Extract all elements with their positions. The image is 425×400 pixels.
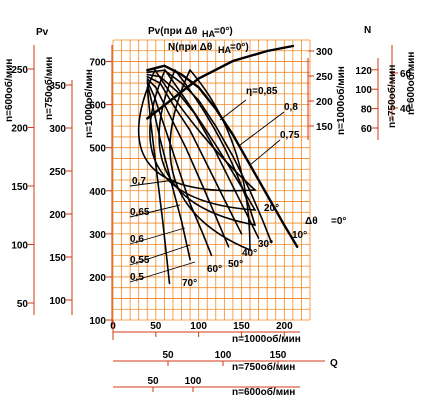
efficiency-leader-0 — [219, 99, 247, 121]
n-curve-subscript: НА — [218, 45, 231, 55]
x-label-n600: n=600об/мин — [232, 386, 295, 398]
n600-tick-label: 60 — [400, 69, 412, 80]
n1000-tick-label: 250 — [316, 72, 333, 83]
y-label-n750: n=750об/мин — [43, 57, 55, 120]
series-line-2 — [146, 73, 260, 239]
efficiency-label-6: 0,55 — [130, 255, 150, 266]
q-axis-title: Q — [330, 358, 338, 369]
series-line-7 — [146, 86, 171, 285]
q1000-tick-label: 50 — [150, 321, 162, 332]
pv1000-tick-label: 400 — [89, 187, 106, 198]
pv1000-tick-label: 300 — [89, 230, 106, 241]
efficiency-leader-5 — [129, 227, 186, 245]
pv750-tick-label: 200 — [49, 210, 66, 221]
y-right-n1000: n=1000об/мин — [335, 66, 347, 135]
pv1000-tick-label: 500 — [89, 144, 106, 155]
pv750-tick-label: 150 — [49, 253, 66, 264]
series-line-6 — [146, 82, 191, 261]
y-label-n1000: n=1000об/мин — [83, 69, 95, 138]
pv-curve-label: Pv(при Δθ — [148, 26, 197, 37]
efficiency-leader-3 — [129, 179, 176, 187]
pv750-tick-label: 350 — [49, 81, 66, 92]
y-right-n600: n=600об/мин — [405, 52, 417, 115]
n750-tick-label: 120 — [355, 66, 372, 77]
n1000-tick-label: 150 — [316, 122, 333, 133]
n750-tick-label: 60 — [361, 124, 373, 135]
q1000-tick-label: 200 — [276, 321, 293, 332]
pv600-tick-label: 50 — [17, 299, 29, 310]
x-label-n1000: n=1000об/мин — [232, 333, 301, 345]
performance-curves: 10° 20° 30°40°50° 60° 70° — [137, 44, 307, 289]
efficiency-loop-3 — [169, 69, 251, 252]
n-curve-label-tail: =0°) — [230, 42, 249, 53]
pv1000-tick-label: 600 — [89, 101, 106, 112]
pv-curve-subscript: НА — [202, 29, 215, 39]
pv1000-tick-label: 200 — [89, 273, 106, 284]
n-power-curve — [146, 44, 295, 120]
angle-label-10deg: 10° — [292, 230, 307, 241]
efficiency-label-5: 0,6 — [130, 234, 144, 245]
q750-tick-label: 50 — [162, 350, 174, 361]
pv1000-tick-label: 100 — [89, 316, 106, 327]
pv750-tick-label: 250 — [49, 167, 66, 178]
series-line-4 — [146, 78, 230, 248]
n600-tick-label: 40 — [400, 104, 412, 115]
efficiency-leader-2 — [249, 139, 281, 166]
y-right-n750: n=750об/мин — [386, 65, 398, 128]
efficiency-label-4: 0,65 — [130, 207, 150, 218]
n-curve-label: N(при Δθ — [168, 42, 212, 53]
angle-label-30deg: 30° — [258, 239, 273, 250]
q600-tick-label: 100 — [185, 376, 202, 387]
series-line-5 — [146, 80, 213, 257]
delta-angle-label: Δθ — [305, 216, 318, 227]
efficiency-leader-7 — [129, 261, 196, 283]
pv-axis-title: Pv — [36, 27, 49, 38]
n1000-tick-label: 300 — [316, 47, 333, 58]
angle-label-20deg: 20° — [264, 203, 279, 214]
pv600-tick-label: 100 — [11, 241, 28, 252]
pv1000-tick-label: 700 — [89, 58, 106, 69]
efficiency-label-1: 0,8 — [284, 102, 298, 113]
pv600-tick-label: 150 — [11, 182, 28, 193]
efficiency-leader-1 — [239, 111, 285, 146]
x-label-n750: n=750об/мин — [232, 361, 295, 373]
q750-tick-label: 100 — [215, 350, 232, 361]
n1000-tick-label: 200 — [316, 97, 333, 108]
efficiency-label-7: 0,5 — [130, 272, 144, 283]
n750-tick-label: 100 — [355, 85, 372, 96]
angle-label-60deg: 60° — [207, 264, 222, 275]
q1000-tick-label: 100 — [190, 321, 207, 332]
efficiency-leader-6 — [129, 244, 191, 266]
efficiency-leader-4 — [129, 204, 181, 218]
delta-angle-label-tail: =0° — [331, 216, 346, 227]
efficiency-label-0: η=0,85 — [246, 86, 278, 97]
series-line-1 — [146, 69, 273, 244]
efficiency-label-3: 0,7 — [132, 176, 146, 187]
q600-tick-label: 50 — [147, 376, 159, 387]
efficiency-loop-2 — [158, 69, 257, 227]
efficiency-leaders: η=0,85 0,8 0,75 0,7 0,65 0,6 0,55 0,5 — [129, 86, 300, 283]
pv600-tick-label: 250 — [11, 65, 28, 76]
efficiency-loop-1 — [149, 69, 257, 211]
n750-tick-label: 80 — [361, 105, 373, 116]
efficiency-label-2: 0,75 — [280, 130, 300, 141]
pv750-tick-label: 300 — [49, 124, 66, 135]
y-label-n600: n=600об/мин — [3, 59, 15, 122]
pv600-tick-label: 200 — [11, 124, 28, 135]
angle-label-50deg: 50° — [228, 259, 243, 270]
angle-label-70deg: 70° — [182, 278, 197, 289]
n-axis-title: N — [364, 25, 371, 36]
pv750-tick-label: 100 — [49, 296, 66, 307]
axis-scales: 100 200 300 400 500 600 700 100 150 200 250 300 350 5… — [11, 45, 412, 392]
q750-tick-label: 150 — [270, 350, 287, 361]
q1000-tick-label: 150 — [233, 321, 250, 332]
pv-curve-label-tail: =0°) — [214, 26, 233, 37]
angle-label-40deg: 40° — [242, 248, 257, 259]
